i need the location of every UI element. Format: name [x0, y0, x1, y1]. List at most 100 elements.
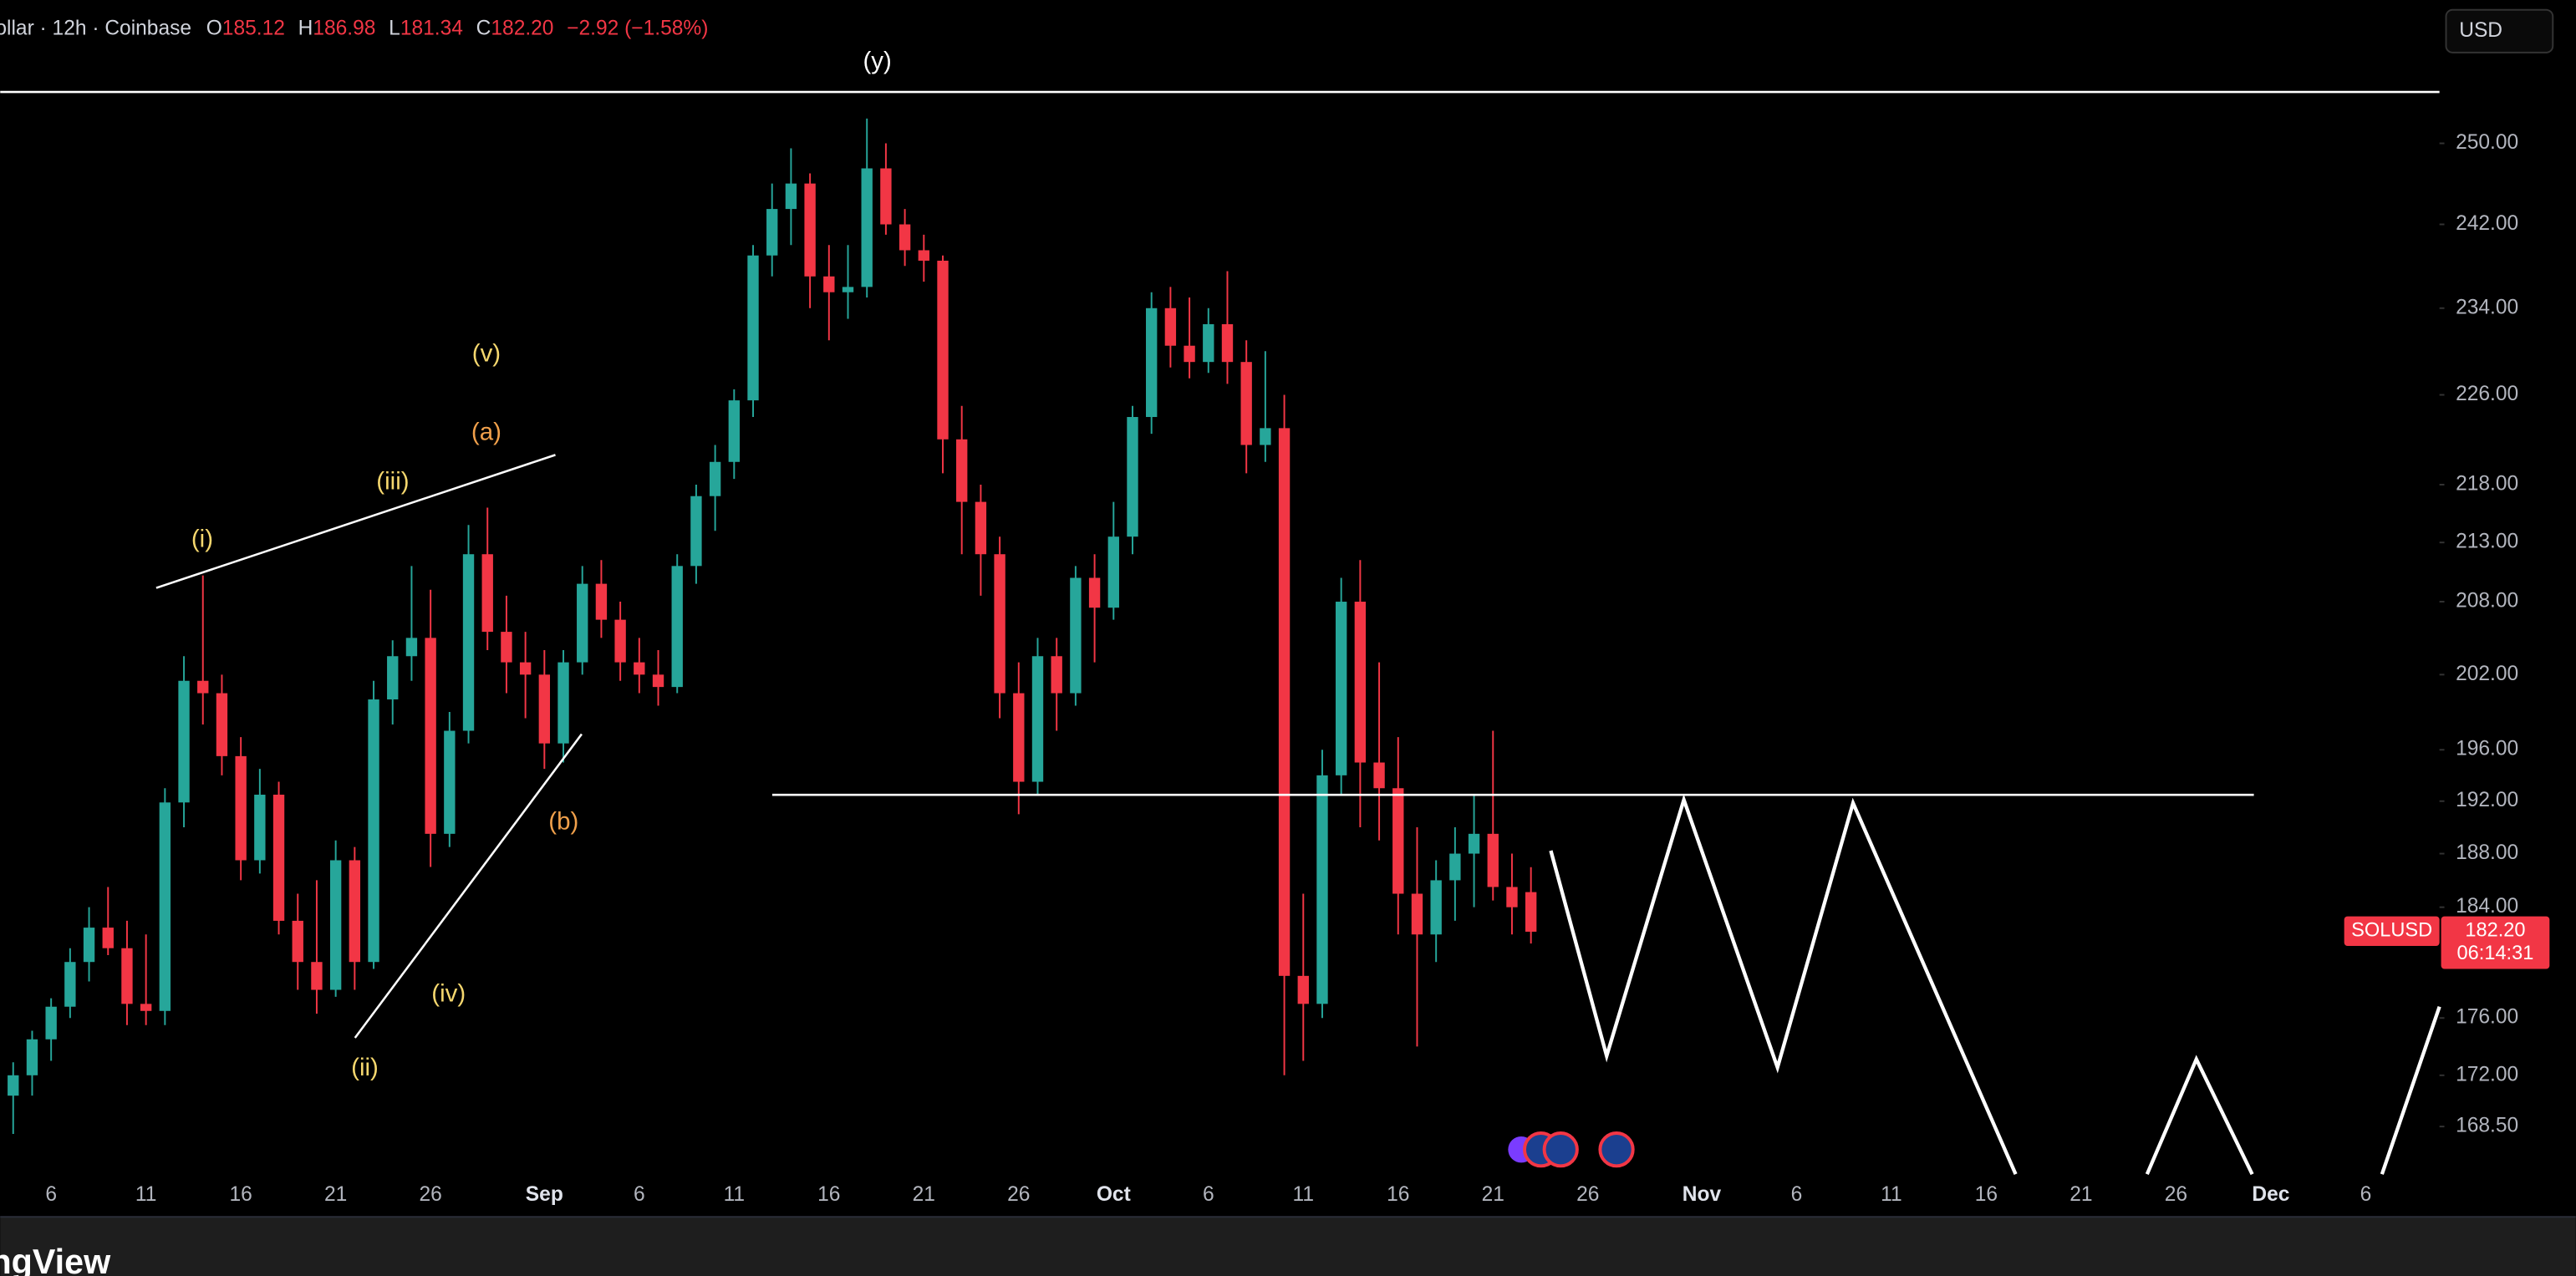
candle-body	[519, 662, 532, 675]
open-label: O	[206, 18, 222, 40]
y-tick-label: 168.50	[2456, 1115, 2518, 1137]
candle-body	[1203, 323, 1214, 363]
x-tick-label: 11	[135, 1183, 156, 1206]
currency-button[interactable]	[2445, 8, 2554, 53]
candle-body	[1260, 428, 1271, 445]
x-tick-label: 6	[2360, 1183, 2372, 1206]
candle-body	[8, 1075, 19, 1096]
candle-body	[1316, 775, 1328, 1004]
candle-body	[1373, 762, 1385, 789]
candle-body	[272, 794, 285, 921]
event-icon[interactable]	[1542, 1131, 1579, 1168]
wave-label: (iii)	[376, 468, 409, 496]
candle-body	[1221, 323, 1234, 363]
y-tick-label: 234.00	[2456, 296, 2518, 318]
high-value: 186.98	[313, 18, 375, 40]
trend-line	[354, 733, 583, 1039]
candle-body	[956, 439, 968, 502]
candle-body	[671, 566, 683, 688]
projection-path	[2145, 1055, 2254, 1176]
low-value: 181.34	[400, 18, 463, 40]
x-tick-label: 16	[1975, 1183, 1998, 1206]
x-tick-label: 11	[1293, 1183, 1314, 1206]
x-tick-label: Nov	[1683, 1183, 1722, 1206]
candle-body	[311, 962, 323, 990]
drawings	[0, 90, 2441, 1176]
candle-body	[728, 400, 740, 462]
low-label: L	[389, 18, 400, 40]
candle-body	[557, 662, 569, 744]
trend-line	[155, 454, 556, 589]
candle-body	[1506, 887, 1518, 907]
y-tick-label: 226.00	[2456, 383, 2518, 405]
projection-path	[1549, 794, 2018, 1176]
candle-body	[994, 554, 1005, 694]
legend: ollar · 12h · Coinbase O185.12 H186.98 L181…	[0, 18, 708, 40]
y-tick-label: 188.00	[2456, 841, 2518, 864]
candle-body	[501, 632, 512, 663]
y-tick-label: 196.00	[2456, 738, 2518, 760]
candle-body	[216, 693, 228, 756]
projection-path	[2380, 1005, 2441, 1175]
wave-label: (i)	[191, 525, 213, 552]
candle-body	[937, 260, 949, 440]
candle-body	[349, 860, 361, 963]
candle-body	[861, 168, 873, 287]
footer-bar	[0, 1217, 2576, 1276]
candle-body	[1278, 428, 1291, 976]
x-tick-label: 21	[913, 1183, 935, 1206]
candle-body	[918, 250, 929, 261]
price-tag	[2441, 916, 2550, 969]
y-tick-label: 192.00	[2456, 789, 2518, 811]
candle-body	[235, 755, 247, 861]
candle-body	[1411, 893, 1423, 935]
candle-body	[1354, 602, 1367, 763]
y-tick-label: 242.00	[2456, 212, 2518, 235]
candle-body	[1051, 656, 1062, 694]
candle-body	[26, 1039, 38, 1075]
candle-body	[159, 802, 171, 1011]
candle-body	[804, 183, 816, 277]
candle-body	[1088, 577, 1101, 608]
x-tick-label: 16	[229, 1183, 252, 1206]
candles	[8, 118, 1537, 1134]
symbol-tag-text: SOLUSD	[2351, 919, 2432, 941]
x-tick-label: 21	[324, 1183, 347, 1206]
candle-body	[975, 501, 987, 555]
candle-body	[1184, 345, 1195, 363]
candle-body	[405, 638, 418, 657]
wave-label: (y)	[863, 47, 891, 74]
candle-body	[652, 674, 664, 688]
candle-body	[1013, 693, 1025, 782]
close-label: C	[476, 18, 491, 40]
x-tick-label: Dec	[2252, 1183, 2289, 1206]
candle-body	[577, 583, 588, 663]
x-tick-label: Oct	[1097, 1183, 1131, 1206]
event-icon[interactable]	[1598, 1131, 1635, 1168]
candle-body	[1240, 362, 1252, 445]
candle-body	[880, 168, 892, 225]
x-tick-label: 6	[1203, 1183, 1214, 1206]
candle-body	[842, 287, 854, 292]
candle-body	[538, 674, 551, 744]
event-icons[interactable]	[1508, 1131, 1635, 1168]
high-label: H	[298, 18, 313, 40]
change: −2.92 (−1.58%)	[567, 18, 708, 40]
x-tick-label: 26	[2165, 1183, 2187, 1206]
candle-body	[1164, 308, 1177, 346]
candle-body	[178, 680, 190, 803]
wave-label: (v)	[472, 339, 501, 367]
currency[interactable]: USD	[2459, 19, 2502, 42]
watermark: ngView	[0, 1243, 111, 1276]
x-tick-label: 6	[634, 1183, 645, 1206]
candle-body	[899, 224, 911, 251]
y-tick-label: 218.00	[2456, 472, 2518, 495]
x-tick-label: 6	[1791, 1183, 1803, 1206]
y-tick-label: 202.00	[2456, 663, 2518, 685]
candle-body	[292, 920, 303, 963]
candle-body	[785, 183, 797, 210]
candle-body	[1487, 833, 1499, 887]
candle-body	[444, 730, 456, 834]
y-tick-label: 184.00	[2456, 895, 2518, 918]
price-tag-price: 182.20	[2465, 919, 2525, 941]
